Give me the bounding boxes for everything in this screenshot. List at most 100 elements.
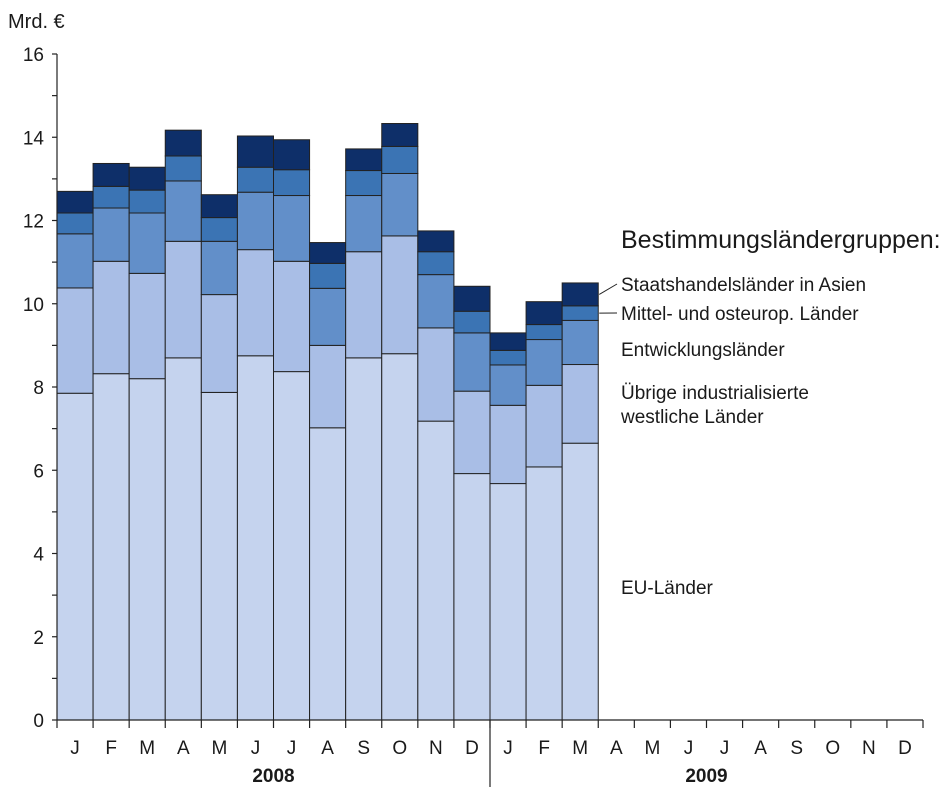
bar-segment bbox=[273, 139, 311, 171]
bar-segment bbox=[128, 378, 166, 721]
legend-leader-line bbox=[598, 283, 618, 295]
year-label: 2009 bbox=[685, 766, 727, 787]
y-tick-label: 12 bbox=[23, 212, 44, 233]
bar-segment bbox=[381, 145, 419, 174]
bar-segment bbox=[453, 390, 491, 475]
x-tick-label: M bbox=[139, 738, 155, 759]
x-tick-label: J bbox=[70, 738, 80, 759]
x-tick-label: A bbox=[177, 738, 190, 759]
bar-segment bbox=[200, 391, 238, 721]
x-tick-label: S bbox=[790, 738, 803, 759]
x-tick-label: A bbox=[321, 738, 334, 759]
legend-entry: Übrige industrialisierte westliche Länder bbox=[620, 383, 809, 428]
x-tick-label: F bbox=[105, 738, 117, 759]
y-tick-label: 6 bbox=[33, 461, 44, 482]
bar-segment bbox=[489, 364, 527, 406]
bar-segment bbox=[417, 327, 455, 422]
bar-segment bbox=[345, 148, 383, 172]
bar-segment bbox=[200, 217, 238, 242]
bar-segment bbox=[200, 194, 238, 219]
bar-segment bbox=[200, 294, 238, 393]
year-label: 2008 bbox=[252, 766, 294, 787]
bar-segment bbox=[489, 332, 527, 351]
bar-segment bbox=[236, 135, 274, 168]
bar-segment bbox=[417, 251, 455, 276]
bar-segment bbox=[273, 195, 311, 262]
x-tick-label: N bbox=[862, 738, 876, 759]
bar-segment bbox=[309, 427, 347, 721]
bar-segment bbox=[561, 319, 599, 366]
bar-segment bbox=[236, 355, 274, 721]
legend-entry: Entwicklungsländer bbox=[621, 340, 785, 361]
y-tick-label: 4 bbox=[33, 545, 44, 566]
x-tick-label: D bbox=[898, 738, 912, 759]
bar-segment bbox=[92, 373, 130, 721]
bar-segment bbox=[453, 285, 491, 312]
bar-segment bbox=[561, 442, 599, 721]
bar-segment bbox=[417, 420, 455, 721]
bar-segment bbox=[345, 170, 383, 197]
y-tick-label: 14 bbox=[23, 128, 45, 149]
x-tick-label: J bbox=[720, 738, 730, 759]
x-tick-label: O bbox=[392, 738, 407, 759]
bar-segment bbox=[164, 357, 202, 721]
bar-segment bbox=[92, 260, 130, 375]
bar-segment bbox=[92, 207, 130, 262]
x-tick-label: M bbox=[211, 738, 227, 759]
bar-segment bbox=[345, 251, 383, 359]
bar-segment bbox=[381, 172, 419, 237]
bar-segment bbox=[309, 287, 347, 346]
bar-segment bbox=[345, 195, 383, 253]
bar-segment bbox=[164, 240, 202, 359]
bar-segment bbox=[56, 287, 94, 394]
bar-segment bbox=[561, 282, 599, 307]
y-tick-label: 0 bbox=[33, 711, 44, 732]
bar-segment bbox=[164, 155, 202, 182]
bar-segment bbox=[561, 305, 599, 321]
bar-segment bbox=[56, 233, 94, 289]
y-axis-ticks: 0 2 4 6 8 10 12 14 16 bbox=[23, 45, 57, 732]
bar-segment bbox=[345, 357, 383, 721]
bar-segment bbox=[525, 384, 563, 468]
x-tick-label: J bbox=[251, 738, 261, 759]
y-tick-label: 2 bbox=[33, 628, 44, 649]
bar-segment bbox=[417, 274, 455, 329]
bar-segment bbox=[309, 262, 347, 289]
bar-segment bbox=[309, 242, 347, 264]
bar-segment bbox=[525, 466, 563, 721]
x-tick-label: J bbox=[287, 738, 297, 759]
x-tick-label: M bbox=[572, 738, 588, 759]
x-tick-label: J bbox=[684, 738, 694, 759]
bar-segment bbox=[525, 301, 563, 326]
y-tick-label: 10 bbox=[23, 295, 44, 316]
bar-segment bbox=[489, 404, 527, 485]
x-tick-label: F bbox=[538, 738, 550, 759]
legend-items: Staatshandelsländer in Asien Mittel- und … bbox=[598, 275, 866, 599]
bar-segment bbox=[92, 185, 130, 209]
bar-segment bbox=[489, 349, 527, 366]
bar-segment bbox=[453, 332, 491, 392]
x-tick-label: A bbox=[610, 738, 623, 759]
bar-segment bbox=[381, 353, 419, 721]
bar-segment bbox=[273, 260, 311, 373]
bar-segment bbox=[273, 169, 311, 197]
bar-segment bbox=[56, 212, 94, 235]
bar-segment bbox=[309, 344, 347, 429]
legend-entry: EU-Länder bbox=[621, 578, 714, 599]
bar-segment bbox=[164, 180, 202, 242]
y-tick-label: 8 bbox=[33, 378, 44, 399]
bar-segment bbox=[128, 212, 166, 274]
y-tick-label: 16 bbox=[23, 45, 44, 66]
bars bbox=[56, 123, 599, 721]
bar-segment bbox=[453, 473, 491, 721]
x-tick-label: N bbox=[429, 738, 443, 759]
x-tick-label: O bbox=[825, 738, 840, 759]
bar-segment bbox=[56, 190, 94, 214]
bar-segment bbox=[236, 191, 274, 251]
bar-segment bbox=[417, 230, 455, 253]
bar-segment bbox=[236, 249, 274, 357]
bar-segment bbox=[561, 364, 599, 444]
bar-segment bbox=[128, 166, 166, 191]
